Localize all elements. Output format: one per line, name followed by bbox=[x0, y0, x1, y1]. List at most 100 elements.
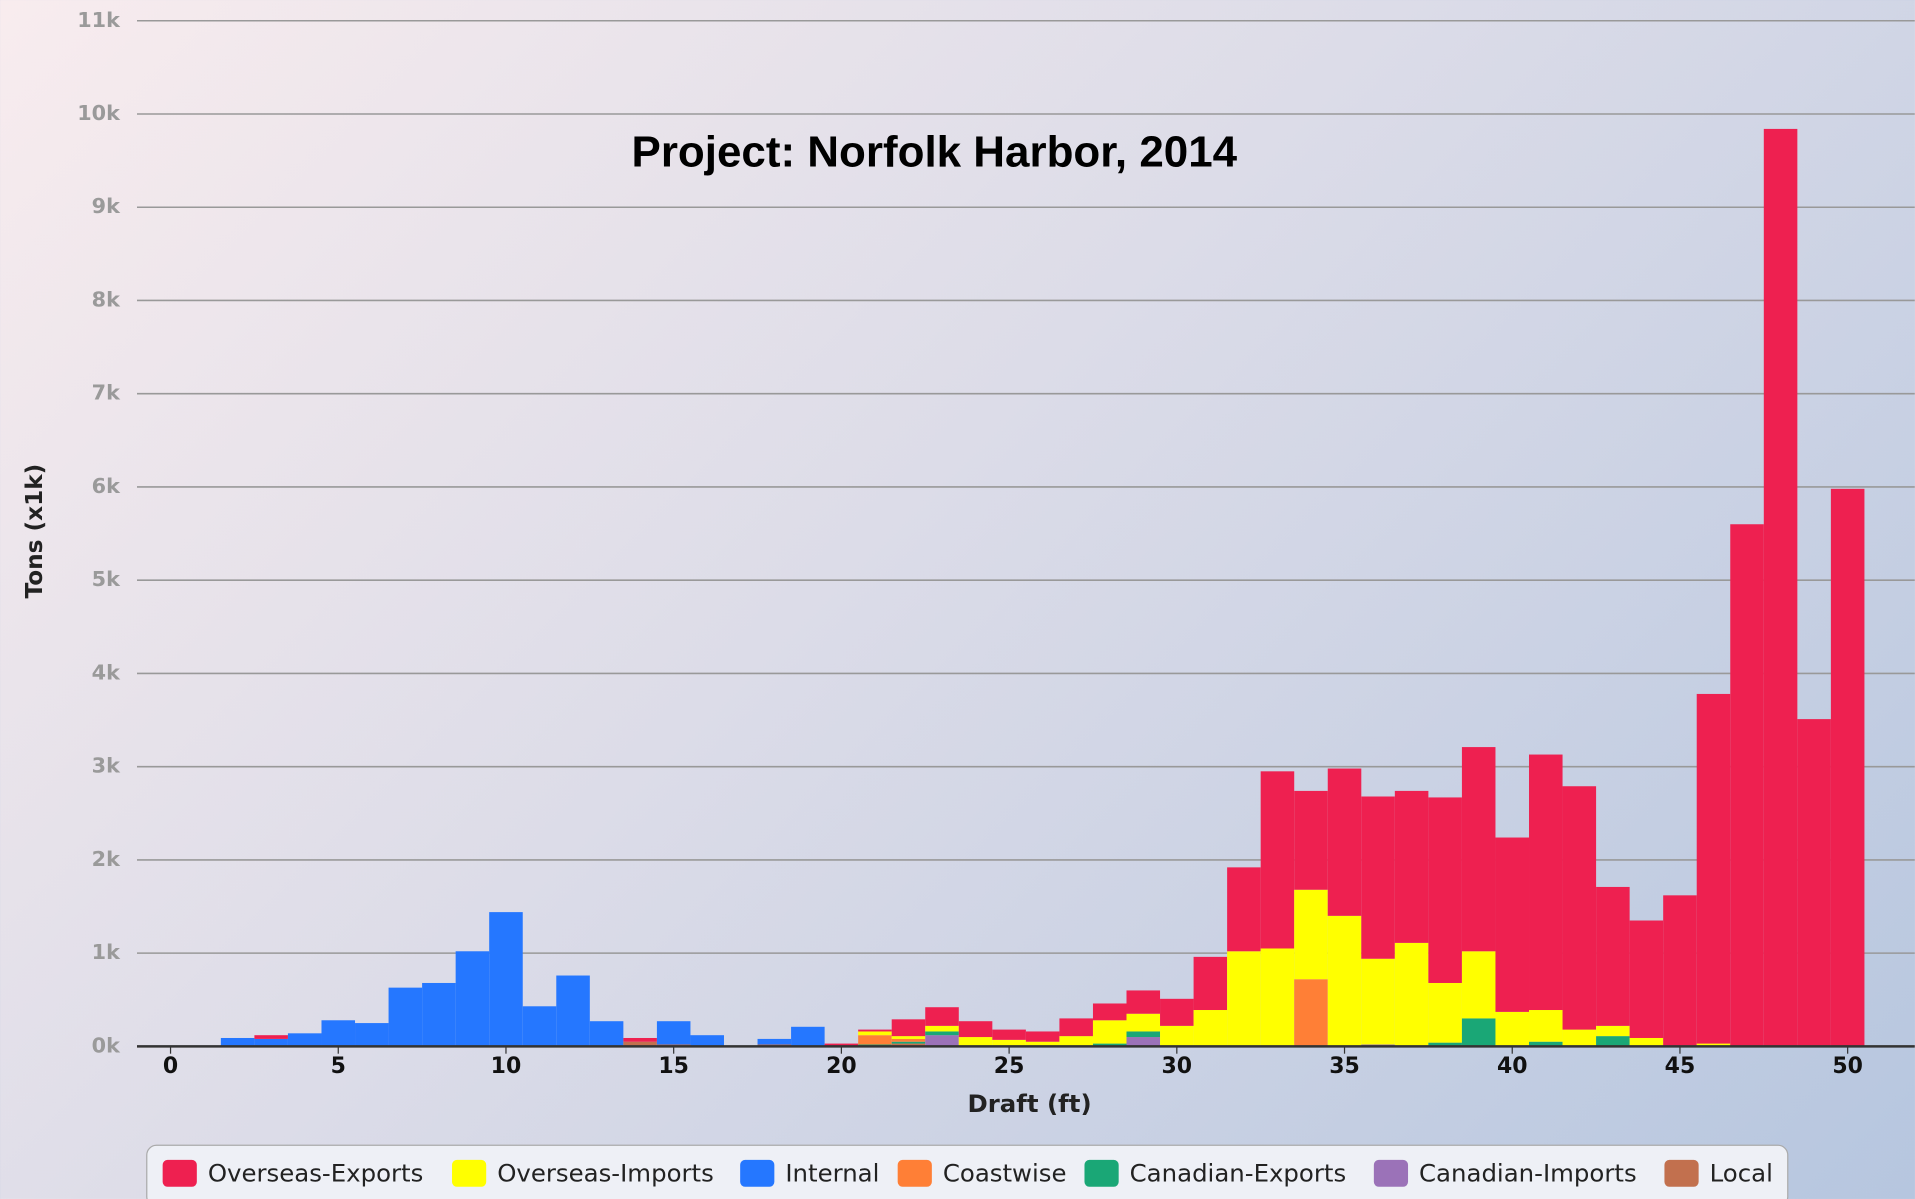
bar-segment bbox=[1126, 990, 1161, 1014]
bar-segment bbox=[1260, 948, 1295, 1047]
bar-segment bbox=[1629, 920, 1664, 1038]
bar-segment bbox=[992, 1029, 1026, 1040]
bar-segment bbox=[1495, 1011, 1530, 1047]
legend-label: Overseas-Imports bbox=[497, 1159, 714, 1188]
legend-swatch bbox=[1664, 1159, 1699, 1187]
x-tick-label: 40 bbox=[1497, 1054, 1528, 1079]
x-tick-label: 0 bbox=[163, 1054, 178, 1079]
bar-segment bbox=[1428, 797, 1462, 983]
y-tick-label: 7k bbox=[92, 381, 121, 405]
y-tick-label: 2k bbox=[92, 847, 121, 871]
x-axis-label: Draft (ft) bbox=[967, 1089, 1091, 1118]
bar-segment bbox=[1227, 867, 1261, 952]
y-tick-label: 5k bbox=[92, 567, 121, 591]
bar-segment bbox=[1428, 1042, 1462, 1047]
x-tick-label: 10 bbox=[491, 1054, 522, 1079]
bar-segment bbox=[1730, 524, 1764, 1047]
bar-segment bbox=[891, 1038, 926, 1042]
y-axis-label: Tons (x1k) bbox=[21, 464, 48, 599]
y-tick-label: 4k bbox=[92, 660, 121, 684]
bar-segment bbox=[1596, 1025, 1630, 1037]
x-tick-label: 20 bbox=[826, 1054, 857, 1079]
bar-segment bbox=[891, 1041, 926, 1044]
bar-segment bbox=[1227, 951, 1261, 1047]
bar-segment bbox=[1126, 1031, 1161, 1038]
bar-segment bbox=[1059, 1036, 1093, 1047]
x-tick-label: 35 bbox=[1329, 1054, 1360, 1079]
bar-segment bbox=[1529, 754, 1563, 1011]
bar-segment bbox=[254, 1035, 288, 1039]
bar-segment bbox=[1461, 1018, 1496, 1047]
bar-segment bbox=[1461, 747, 1496, 952]
bar-segment bbox=[254, 1038, 288, 1047]
bar-segment bbox=[958, 1037, 993, 1047]
bar-segment bbox=[422, 982, 456, 1047]
bar-segment bbox=[388, 987, 423, 1047]
bar-segment bbox=[1394, 790, 1429, 943]
legend-swatch bbox=[1373, 1159, 1409, 1187]
bar-segment bbox=[455, 951, 490, 1047]
bar-segment bbox=[321, 1020, 356, 1047]
bar-segment bbox=[858, 1035, 892, 1045]
y-tick-label: 8k bbox=[92, 287, 121, 311]
bar-segment bbox=[891, 1036, 926, 1039]
x-tick-label: 30 bbox=[1162, 1054, 1193, 1079]
x-tick-label: 15 bbox=[658, 1054, 689, 1079]
bar-segment bbox=[1529, 1010, 1563, 1042]
bar-segment bbox=[1294, 889, 1328, 980]
bar-segment bbox=[1428, 982, 1462, 1043]
bar-segment bbox=[589, 1021, 624, 1047]
bar-segment bbox=[858, 1031, 892, 1036]
legend-swatch bbox=[897, 1159, 932, 1187]
bar-segment bbox=[1596, 1036, 1630, 1047]
x-tick-label: 5 bbox=[331, 1054, 346, 1079]
bar-segment bbox=[1126, 1013, 1161, 1032]
x-tick-label: 45 bbox=[1665, 1054, 1696, 1079]
bar-segment bbox=[1327, 768, 1362, 916]
bar-segment bbox=[1529, 1041, 1563, 1047]
bar-segment bbox=[1294, 790, 1328, 890]
bar-segment bbox=[891, 1043, 926, 1047]
bar-segment bbox=[958, 1021, 993, 1038]
bar-segment bbox=[1160, 998, 1194, 1026]
bar-segment bbox=[623, 1037, 657, 1042]
bar-segment bbox=[1193, 1010, 1228, 1047]
legend-label: Canadian-Imports bbox=[1419, 1159, 1637, 1188]
bar-segment bbox=[1797, 719, 1831, 1047]
bar-segment bbox=[925, 1025, 959, 1032]
legend-label: Local bbox=[1710, 1159, 1773, 1188]
bar-segment bbox=[355, 1023, 389, 1047]
bar-segment bbox=[824, 1043, 859, 1047]
legend-swatch bbox=[740, 1159, 775, 1187]
bar-segment bbox=[1294, 979, 1328, 1047]
bar-segment bbox=[1361, 958, 1395, 1045]
bar-segment bbox=[1629, 1037, 1664, 1047]
bar-segment bbox=[1025, 1041, 1060, 1047]
y-tick-label: 11k bbox=[77, 8, 121, 32]
y-tick-label: 1k bbox=[92, 940, 121, 964]
bar-segment bbox=[1361, 796, 1395, 959]
bar-segment bbox=[1394, 942, 1429, 1047]
bar-segment bbox=[791, 1026, 825, 1047]
bar-segment bbox=[925, 1007, 959, 1026]
bar-segment bbox=[489, 912, 523, 1047]
bar-segment bbox=[1193, 956, 1228, 1011]
bar-segment bbox=[858, 1029, 892, 1032]
legend-label: Internal bbox=[785, 1159, 879, 1188]
bar-segment bbox=[1059, 1018, 1093, 1037]
bar-segment bbox=[1562, 1029, 1597, 1047]
bar-segment bbox=[1260, 771, 1295, 949]
y-tick-label: 6k bbox=[92, 474, 121, 498]
legend-swatch bbox=[162, 1159, 197, 1187]
legend-label: Coastwise bbox=[943, 1159, 1067, 1188]
bar-segment bbox=[220, 1037, 255, 1047]
bar-segment bbox=[1126, 1037, 1161, 1047]
bar-segment bbox=[925, 1035, 959, 1047]
x-tick-label: 50 bbox=[1832, 1054, 1863, 1079]
bar-segment bbox=[925, 1031, 959, 1036]
bar-segment bbox=[1092, 1043, 1127, 1047]
bar-segment bbox=[623, 1041, 657, 1047]
bar-segment bbox=[1092, 1020, 1127, 1044]
bar-segment bbox=[1160, 1025, 1194, 1047]
